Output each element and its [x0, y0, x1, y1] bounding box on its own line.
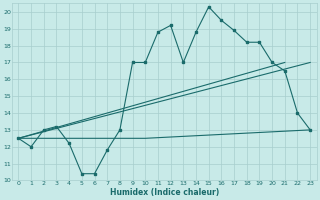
X-axis label: Humidex (Indice chaleur): Humidex (Indice chaleur): [110, 188, 219, 197]
